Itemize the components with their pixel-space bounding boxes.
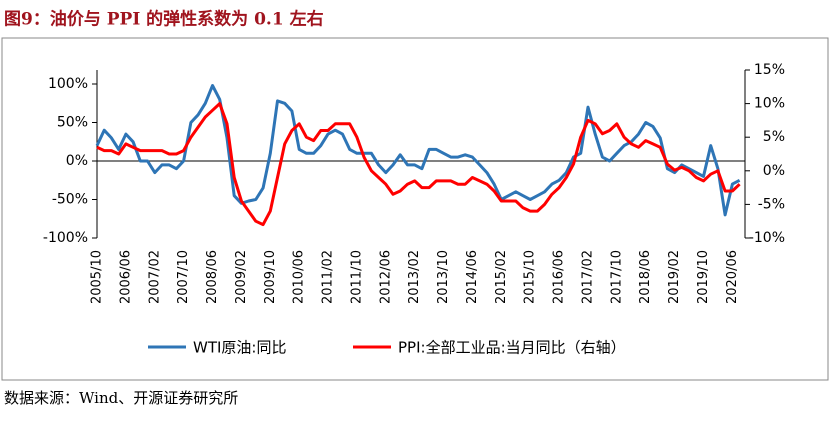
x-tick-label: 2006/06 bbox=[118, 250, 133, 304]
y2-tick-label: 5% bbox=[763, 129, 785, 145]
y-tick-label: 100% bbox=[48, 76, 88, 92]
x-tick-label: 2013/10 bbox=[436, 250, 451, 304]
x-tick-label: 2009/02 bbox=[234, 250, 249, 304]
y2-tick-label: -5% bbox=[758, 196, 785, 212]
x-tick-label: 2017/02 bbox=[580, 250, 595, 304]
y-tick-label: -100% bbox=[43, 230, 88, 246]
x-tick-label: 2009/10 bbox=[263, 250, 278, 304]
x-tick-label: 2014/06 bbox=[465, 250, 480, 304]
x-tick-label: 2017/10 bbox=[609, 250, 624, 304]
x-tick-label: 2012/06 bbox=[378, 250, 393, 304]
y2-tick-label: 15% bbox=[754, 62, 785, 78]
x-tick-label: 2015/10 bbox=[523, 250, 538, 304]
x-tick-label: 2016/06 bbox=[552, 250, 567, 304]
x-tick-label: 2015/02 bbox=[494, 250, 509, 304]
y2-tick-label: 0% bbox=[763, 163, 785, 179]
y-tick-label: 50% bbox=[57, 115, 88, 131]
y-tick-label: 0% bbox=[66, 153, 88, 169]
x-tick-label: 2018/06 bbox=[638, 250, 653, 304]
x-tick-label: 2008/06 bbox=[205, 250, 220, 304]
source: 数据来源：Wind、开源证券研究所 bbox=[4, 389, 238, 407]
chart-title: 图9：油价与 PPI 的弹性系数为 0.1 左右 bbox=[4, 9, 324, 30]
x-tick-label: 2010/06 bbox=[292, 250, 307, 304]
y2-tick-label: 10% bbox=[754, 96, 785, 112]
x-tick-label: 2019/10 bbox=[696, 250, 711, 304]
x-tick-label: 2011/10 bbox=[349, 250, 364, 304]
x-tick-label: 2007/10 bbox=[176, 250, 191, 304]
x-tick-label: 2019/02 bbox=[667, 250, 682, 304]
x-tick-label: 2013/02 bbox=[407, 250, 422, 304]
y-tick-label: -50% bbox=[52, 192, 88, 208]
legend-label: PPI:全部工业品:当月同比（右轴） bbox=[398, 339, 626, 357]
x-tick-label: 2007/02 bbox=[147, 250, 162, 304]
x-tick-label: 2020/06 bbox=[725, 250, 740, 304]
y2-tick-label: -10% bbox=[749, 230, 785, 246]
legend-label: WTI原油:同比 bbox=[193, 339, 286, 357]
x-tick-label: 2011/02 bbox=[321, 250, 336, 304]
series-line bbox=[96, 102, 741, 227]
x-tick-label: 2005/10 bbox=[90, 250, 105, 304]
frame bbox=[1, 37, 829, 381]
series-line bbox=[95, 84, 741, 217]
